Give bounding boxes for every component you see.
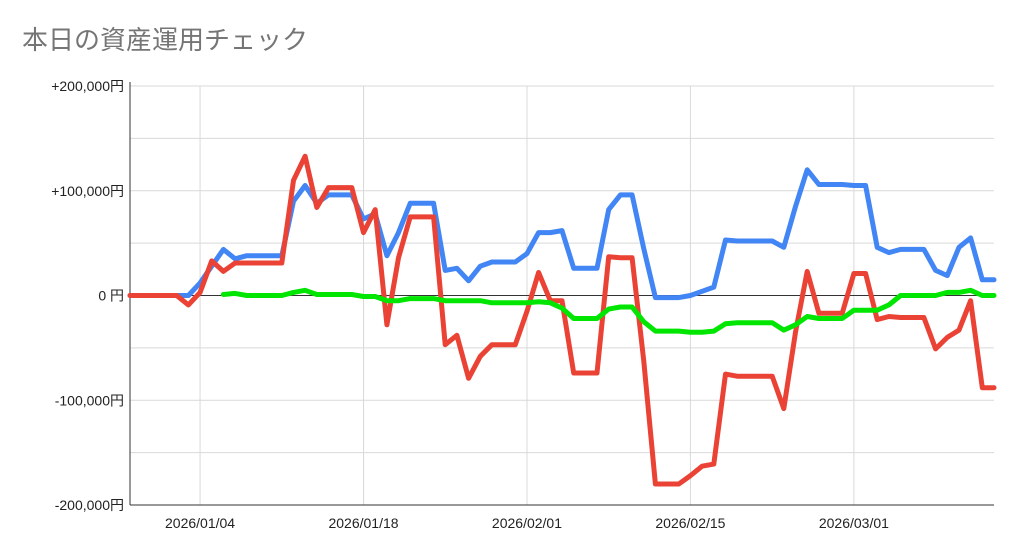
x-tick-label: 2026/02/01 <box>492 515 562 531</box>
series-line-2 <box>127 153 997 487</box>
chart-title: 本日の資産運用チェック <box>22 26 309 56</box>
series-lines <box>127 153 997 487</box>
x-tick-labels: 2026/01/04 2026/01/18 2026/02/01 2026/02/15… <box>165 515 889 531</box>
x-tick-label: 2026/01/04 <box>165 515 235 531</box>
y-tick-label: +100,000円 <box>51 183 124 199</box>
y-tick-label: -200,000円 <box>55 497 124 513</box>
y-tick-label: -100,000円 <box>55 392 124 408</box>
y-tick-labels: +200,000円 +100,000円 0 円 -100,000円 -200,000円 <box>51 78 124 513</box>
x-tick-label: 2026/01/18 <box>328 515 398 531</box>
x-tick-label: 2026/03/01 <box>819 515 889 531</box>
series-line-1 <box>127 167 997 301</box>
x-tick-label: 2026/02/15 <box>655 515 725 531</box>
y-tick-label: +200,000円 <box>51 78 124 94</box>
series-line-3 <box>220 287 997 335</box>
y-tick-label: 0 円 <box>98 288 124 304</box>
